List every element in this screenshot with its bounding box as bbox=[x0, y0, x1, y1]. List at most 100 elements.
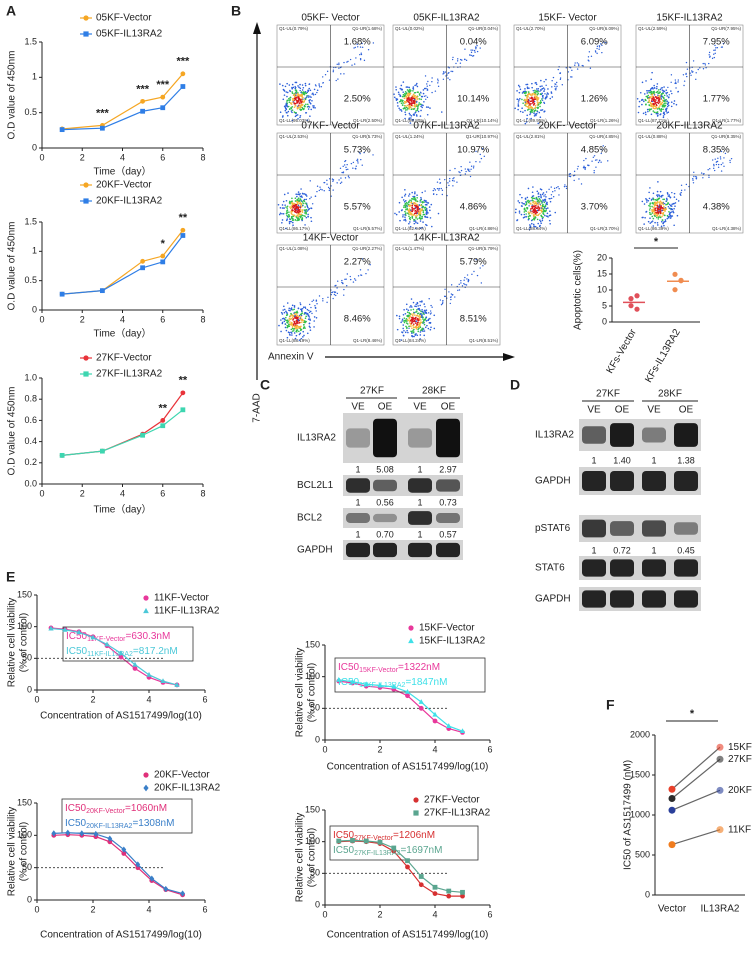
flow-dot bbox=[651, 114, 653, 116]
flow-dot bbox=[531, 83, 533, 85]
flow-dot bbox=[471, 274, 472, 275]
flow-dot bbox=[309, 115, 311, 117]
flow-dot bbox=[360, 59, 361, 60]
quadrant-label: Q1-UL(1.24%) bbox=[395, 134, 425, 139]
flow-dot bbox=[407, 311, 409, 313]
flow-dot bbox=[287, 319, 289, 321]
flow-dot bbox=[657, 191, 659, 193]
flow-dot bbox=[302, 205, 303, 206]
flow-dot bbox=[536, 197, 538, 199]
flow-dot bbox=[280, 207, 282, 209]
ic50-suffix: =1697nM bbox=[400, 845, 442, 856]
flow-dot bbox=[310, 217, 312, 219]
flow-dot bbox=[408, 108, 410, 110]
flow-dot bbox=[292, 222, 294, 224]
flow-dot bbox=[420, 220, 422, 222]
flow-dot bbox=[314, 107, 316, 109]
flow-dot bbox=[299, 315, 300, 316]
flow-dot bbox=[396, 315, 398, 317]
flow-dot bbox=[546, 94, 548, 96]
band-ratio: 1 bbox=[355, 529, 360, 539]
flow-dot bbox=[282, 318, 284, 320]
flow-dot bbox=[654, 103, 656, 105]
flow-dot bbox=[712, 159, 713, 160]
flow-dot bbox=[427, 212, 429, 214]
marker bbox=[408, 638, 414, 643]
flow-dot bbox=[468, 169, 469, 170]
flow-dot bbox=[412, 96, 414, 98]
dot bbox=[717, 744, 724, 751]
flow-dot bbox=[411, 198, 413, 200]
quadrant-label: Q1-LR(5.57%) bbox=[353, 226, 383, 231]
flow-dot bbox=[337, 78, 338, 79]
flow-dot bbox=[657, 181, 659, 183]
flow-dot bbox=[439, 188, 440, 189]
flow-dot bbox=[290, 329, 292, 331]
flow-dot bbox=[713, 54, 714, 55]
flow-dot bbox=[545, 194, 546, 195]
flow-dot bbox=[645, 112, 647, 114]
band-ratio: 1.38 bbox=[677, 455, 695, 465]
band-ratio: 1 bbox=[417, 529, 422, 539]
flow-dot bbox=[531, 220, 533, 222]
flow-dot bbox=[554, 86, 555, 87]
flow-dot bbox=[340, 177, 341, 178]
flow-dot bbox=[531, 106, 533, 108]
flow-dot bbox=[286, 214, 288, 216]
flow-dot bbox=[305, 83, 307, 85]
flow-dot bbox=[527, 84, 529, 86]
flow-dot bbox=[419, 334, 421, 336]
flow-dot bbox=[412, 336, 414, 338]
flow-dot bbox=[459, 284, 460, 285]
flow-dot bbox=[658, 97, 660, 99]
marker bbox=[100, 126, 105, 131]
flow-dot bbox=[538, 196, 540, 198]
flow-dot bbox=[314, 89, 316, 91]
flow-dot bbox=[327, 297, 328, 298]
significance: ** bbox=[158, 402, 167, 414]
flow-dot bbox=[319, 86, 320, 87]
flow-dot bbox=[530, 112, 532, 114]
flow-dot bbox=[541, 85, 543, 87]
flow-dot bbox=[335, 292, 336, 293]
flow-dot bbox=[409, 317, 411, 319]
flow-dot bbox=[348, 176, 349, 177]
flow-dot bbox=[647, 90, 649, 92]
marker bbox=[160, 423, 165, 428]
flow-dot bbox=[644, 203, 646, 205]
series-label: 27KF bbox=[728, 754, 752, 765]
flow-dot bbox=[299, 203, 301, 205]
flow-dot bbox=[549, 220, 551, 222]
flow-dot bbox=[535, 213, 537, 215]
flow-dot bbox=[551, 86, 552, 87]
blot-band bbox=[373, 514, 397, 522]
flow-dot bbox=[656, 105, 658, 107]
flow-dot bbox=[452, 180, 453, 181]
marker bbox=[140, 433, 145, 438]
arrow-head bbox=[503, 353, 515, 361]
x-tick-label: 6 bbox=[487, 744, 492, 754]
flow-dot bbox=[546, 203, 548, 205]
quadrant-percent: 2.50% bbox=[344, 94, 371, 105]
flow-dot bbox=[528, 216, 530, 218]
flow-dot bbox=[657, 91, 659, 93]
flow-dot bbox=[409, 221, 411, 223]
flow-dot bbox=[401, 320, 403, 322]
flow-dot bbox=[290, 201, 292, 203]
flow-dot bbox=[417, 201, 419, 203]
x-tick-label: 2 bbox=[90, 904, 95, 914]
flow-dot bbox=[286, 330, 288, 332]
flow-dot bbox=[411, 105, 413, 107]
dot bbox=[717, 826, 724, 833]
flow-dot bbox=[420, 103, 422, 105]
flow-dot bbox=[669, 94, 670, 95]
flow-dot bbox=[407, 320, 409, 322]
flow-dot bbox=[309, 101, 310, 102]
flow-dot bbox=[413, 88, 415, 90]
flow-dot bbox=[646, 90, 648, 92]
flow-dot bbox=[663, 104, 665, 106]
flow-dot bbox=[307, 313, 309, 315]
flow-dot bbox=[425, 75, 426, 76]
flow-dot bbox=[406, 109, 408, 111]
flow-dot bbox=[544, 202, 546, 204]
